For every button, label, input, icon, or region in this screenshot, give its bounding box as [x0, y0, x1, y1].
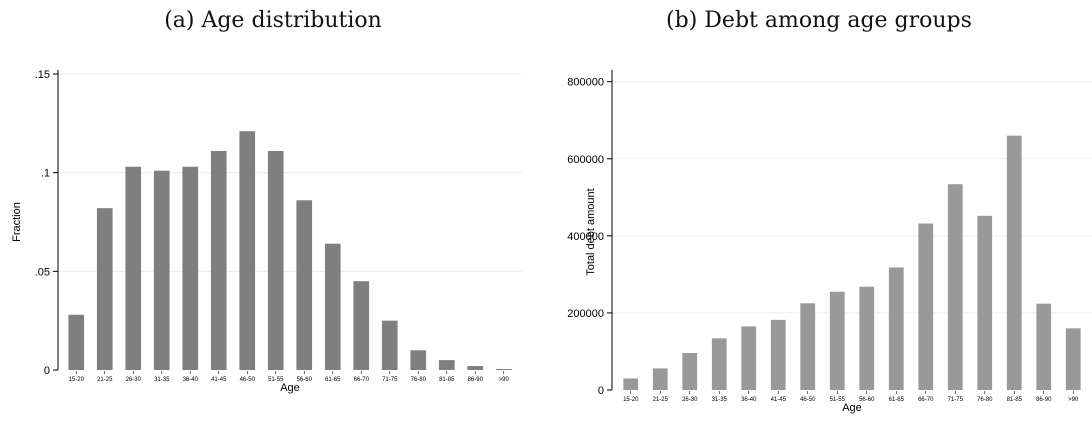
x-tick-label: 71-75	[382, 377, 398, 383]
bar	[1036, 303, 1052, 390]
bar	[239, 131, 256, 370]
y-tick-label: .05	[35, 266, 50, 278]
y-tick-label: 800000	[567, 77, 604, 89]
x-tick-label: 26-30	[126, 377, 142, 383]
y-axis-title: Fraction	[11, 202, 23, 242]
bar	[210, 150, 227, 370]
y-tick-label: 600000	[567, 154, 604, 166]
bar	[623, 378, 639, 390]
x-axis-title: Age	[842, 402, 862, 414]
bar	[1006, 135, 1022, 390]
y-tick-label: 400000	[567, 231, 604, 243]
x-tick-label: 61-65	[325, 377, 341, 383]
x-tick-label: 51-55	[268, 377, 284, 383]
x-tick-label: 21-25	[97, 377, 113, 383]
x-tick-label: 15-20	[623, 397, 639, 403]
bar	[770, 319, 786, 390]
bar-chart-svg: 0 200000 400000 600000 800000 15-20 21-25 26-30…	[567, 70, 1092, 414]
bar	[353, 281, 370, 370]
bar	[947, 184, 963, 390]
bar	[1065, 328, 1081, 390]
bar-chart-svg: 0 .05 .1 .15 15-20 21-25 26-30 31-35 36-40 41-45 4…	[11, 69, 522, 394]
x-tick-label: 71-75	[948, 397, 964, 403]
bar	[182, 166, 199, 370]
bar	[888, 267, 904, 390]
x-tick-label: >90	[1068, 397, 1079, 403]
x-tick-label: >90	[499, 377, 510, 383]
x-tick-label: 81-85	[1007, 397, 1023, 403]
x-axis-title: Age	[280, 382, 300, 394]
x-tick-label: 36-40	[183, 377, 199, 383]
bar	[324, 243, 341, 370]
x-tick-label: 66-70	[918, 397, 934, 403]
x-tick-label: 21-25	[653, 397, 669, 403]
bar	[296, 200, 313, 370]
bar	[652, 368, 668, 390]
bar	[977, 215, 993, 390]
x-tick-label: 86-90	[468, 377, 484, 383]
bar	[829, 291, 845, 390]
chart-title: (a) Age distribution	[164, 8, 382, 33]
chart-title: (b) Debt among age groups	[666, 8, 972, 33]
y-tick-label: .15	[35, 69, 50, 81]
bar	[153, 170, 170, 370]
bar	[267, 150, 284, 370]
y-tick-label: 0	[598, 385, 604, 397]
x-tick-label: 76-80	[411, 377, 427, 383]
x-tick-label: 15-20	[69, 377, 85, 383]
x-tick-label: 56-60	[859, 397, 875, 403]
x-tick-label: 41-45	[211, 377, 227, 383]
bar	[125, 166, 142, 370]
y-tick-label: 0	[44, 365, 50, 377]
x-tick-label: 81-85	[439, 377, 455, 383]
bar	[859, 286, 875, 390]
x-tick-label: 51-55	[830, 397, 846, 403]
figure-b: (b) Debt among age groups 0 200000 400000 6…	[546, 0, 1092, 441]
bar	[495, 369, 512, 370]
x-tick-label: 41-45	[771, 397, 787, 403]
bar	[800, 303, 816, 390]
y-axis-title: Total debt amount	[585, 188, 597, 275]
x-tick-label: 36-40	[741, 397, 757, 403]
figure-a: (a) Age distribution 0 .05 .1 .15 15-20 21-25…	[11, 8, 522, 394]
x-tick-label: 56-60	[297, 377, 313, 383]
bar	[410, 350, 427, 370]
bar	[467, 366, 484, 370]
bar	[741, 326, 757, 390]
y-tick-label: .1	[41, 168, 50, 180]
x-tick-label: 61-65	[889, 397, 905, 403]
x-tick-label: 76-80	[977, 397, 993, 403]
x-tick-label: 66-70	[354, 377, 370, 383]
x-tick-label: 86-90	[1036, 397, 1052, 403]
bar	[918, 223, 934, 390]
bar	[68, 314, 85, 370]
y-tick-label: 200000	[567, 308, 604, 320]
x-tick-label: 31-35	[712, 397, 728, 403]
bar	[96, 208, 113, 370]
bar	[711, 338, 727, 390]
bar	[381, 320, 398, 370]
x-tick-label: 31-35	[154, 377, 170, 383]
bar	[438, 360, 455, 370]
bar	[682, 353, 698, 390]
x-tick-label: 46-50	[240, 377, 256, 383]
x-tick-label: 26-30	[682, 397, 698, 403]
x-tick-label: 46-50	[800, 397, 816, 403]
